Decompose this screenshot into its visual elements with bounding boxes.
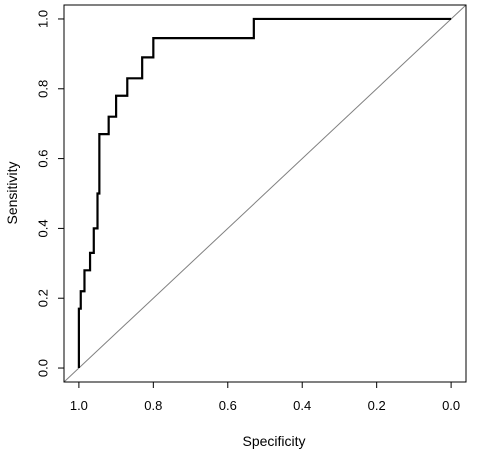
y-tick-label: 0.6 [35,150,50,168]
reference-diagonal-line [63,4,467,383]
y-tick-label: 0.8 [35,80,50,98]
x-tick-label: 0.0 [442,398,460,413]
x-tick-label: 0.4 [293,398,311,413]
x-axis-label: Specificity [242,433,305,449]
x-tick-label: 0.6 [219,398,237,413]
y-tick-label: 1.0 [35,10,50,28]
x-tick-label: 0.2 [368,398,386,413]
plot-area [63,4,467,383]
y-axis-label: Sensitivity [4,161,20,224]
roc-curve-line [77,17,452,369]
y-tick-label: 0.0 [35,359,50,377]
y-tick-label: 0.4 [35,219,50,237]
x-axis: 1.0 0.8 0.6 0.4 0.2 0.0 [70,381,460,413]
y-tick-label: 0.2 [35,289,50,307]
x-tick-label: 0.8 [144,398,162,413]
y-axis: 0.0 0.2 0.4 0.6 0.8 1.0 [35,10,65,377]
x-tick-label: 1.0 [70,398,88,413]
